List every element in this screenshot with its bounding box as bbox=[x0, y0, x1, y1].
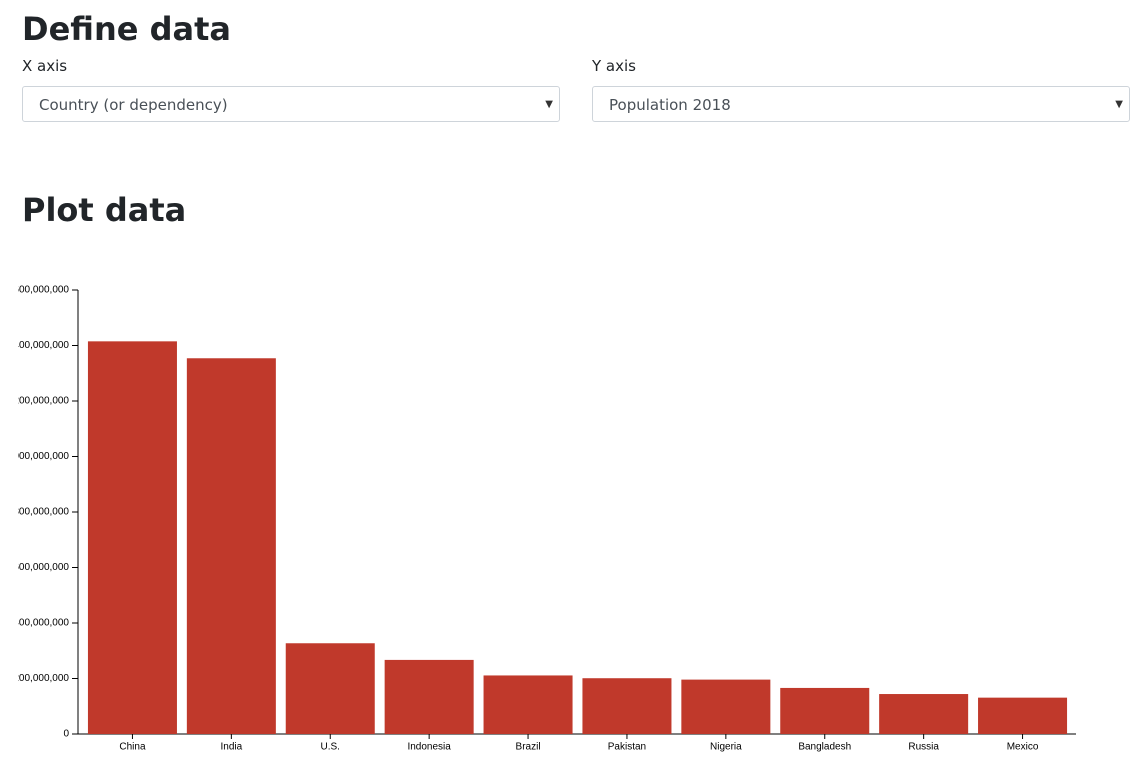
y-tick-label: 800,000,000 bbox=[18, 507, 69, 518]
bar bbox=[582, 678, 672, 734]
y-tick-label: 0 bbox=[63, 729, 69, 740]
x-tick-label: Pakistan bbox=[608, 742, 646, 753]
y-tick-label: 200,000,000 bbox=[18, 673, 69, 684]
y-tick-label: 1,600,000,000 bbox=[18, 285, 69, 296]
y-tick-label: 1,400,000,000 bbox=[18, 340, 69, 351]
select-value: Population 2018 bbox=[609, 96, 731, 114]
bar bbox=[780, 687, 870, 734]
select-value: Country (or dependency) bbox=[39, 96, 228, 114]
bar bbox=[681, 679, 771, 734]
x-tick-label: India bbox=[221, 742, 243, 753]
y-tick-label: 1,200,000,000 bbox=[18, 396, 69, 407]
bar bbox=[384, 659, 474, 734]
bar bbox=[186, 358, 276, 734]
bar bbox=[978, 697, 1068, 734]
heading: Define data bbox=[22, 10, 231, 48]
x-tick-label: China bbox=[119, 742, 146, 753]
bar bbox=[87, 341, 177, 734]
x-tick-label: Bangladesh bbox=[798, 742, 851, 753]
bar bbox=[879, 694, 969, 734]
y-tick-label: 1,000,000,000 bbox=[18, 451, 69, 462]
bar bbox=[285, 643, 375, 734]
x-tick-label: Indonesia bbox=[407, 742, 451, 753]
chart: 0 200,000,000 400,000,000 600,000,000 800,00… bbox=[18, 285, 1076, 753]
x-tick-label: Brazil bbox=[516, 742, 541, 753]
y-tick-label: 600,000,000 bbox=[18, 562, 69, 573]
select-arrow: ▼ bbox=[545, 99, 553, 110]
field-label: Y axis bbox=[592, 57, 636, 75]
x-tick-label: Nigeria bbox=[710, 742, 742, 753]
heading: Plot data bbox=[22, 191, 187, 229]
y-select[interactable]: Population 2018 ▼ bbox=[592, 86, 1130, 122]
y-tick-label: 400,000,000 bbox=[18, 618, 69, 629]
x-tick-label: Russia bbox=[908, 742, 939, 753]
field-label: X axis bbox=[22, 57, 68, 75]
select-arrow: ▼ bbox=[1115, 99, 1123, 110]
x-select[interactable]: Country (or dependency) ▼ bbox=[22, 86, 560, 122]
bar bbox=[483, 675, 573, 734]
x-tick-label: U.S. bbox=[321, 742, 340, 753]
x-tick-label: Mexico bbox=[1007, 742, 1039, 753]
